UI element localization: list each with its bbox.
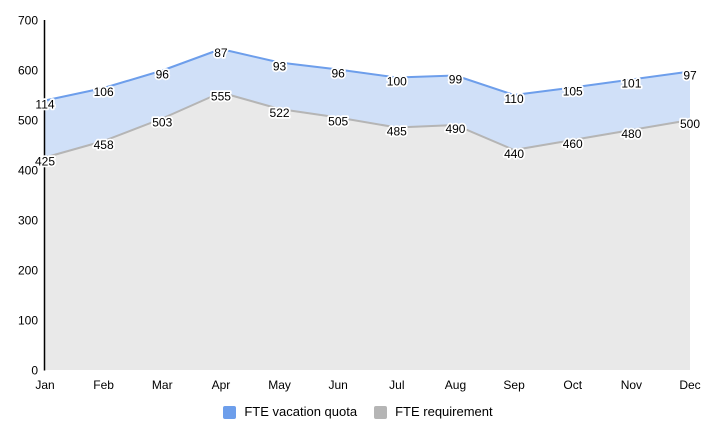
data-label-vacation-quota: 97 [683,69,697,83]
data-label-vacation-quota: 106 [94,85,114,99]
x-tick-label: Nov [621,378,642,392]
x-tick-label: Mar [152,378,173,392]
data-label-requirement: 505 [328,115,348,129]
y-tick-label: 400 [18,164,38,178]
x-tick-label: Sep [503,378,525,392]
area-fill-vacation-quota [45,49,690,158]
data-label-requirement: 425 [35,155,55,169]
x-tick-label: Aug [445,378,466,392]
legend-swatch-vacation-quota-icon [223,405,237,419]
y-tick-label: 600 [18,64,38,78]
x-tick-label: Jun [329,378,348,392]
data-label-vacation-quota: 99 [449,73,463,87]
data-label-requirement: 503 [152,116,172,130]
data-label-vacation-quota: 96 [156,68,170,82]
x-tick-label: Jul [389,378,404,392]
x-tick-label: Oct [563,378,582,392]
data-label-vacation-quota: 96 [332,67,346,81]
data-label-vacation-quota: 105 [563,85,583,99]
data-label-vacation-quota: 87 [214,46,228,60]
y-tick-label: 700 [18,14,38,28]
data-label-requirement: 555 [211,90,231,104]
series-line-vacation-quota [44,48,691,102]
data-label-requirement: 490 [445,122,465,136]
data-label-vacation-quota: 100 [387,75,407,89]
data-label-requirement: 460 [563,137,583,151]
data-label-requirement: 485 [387,125,407,139]
y-tick-label: 300 [18,214,38,228]
legend-label-requirement: FTE requirement [395,404,493,419]
data-label-vacation-quota: 114 [35,98,54,112]
data-label-requirement: 500 [680,117,700,131]
legend-label-vacation-quota: FTE vacation quota [244,404,358,419]
data-label-requirement: 440 [504,147,524,161]
legend-swatch-requirement-icon [374,405,388,419]
legend-item-fte-vacation-quota[interactable]: FTE vacation quota [223,402,357,422]
data-label-vacation-quota: 101 [621,77,641,91]
x-tick-label: Feb [93,378,114,392]
x-tick-label: May [268,378,291,392]
data-label-vacation-quota: 110 [505,92,524,106]
series-line-requirement [44,91,691,159]
data-label-requirement: 480 [621,127,641,141]
area-fill-requirement [45,92,690,370]
chart-legend: FTE vacation quota FTE requirement [0,402,716,422]
y-tick-label: 200 [18,264,38,278]
legend-item-fte-requirement[interactable]: FTE requirement [374,402,493,422]
x-tick-label: Jan [35,378,54,392]
y-tick-label: 0 [31,364,38,378]
y-tick-label: 100 [18,314,38,328]
x-tick-label: Dec [679,378,700,392]
y-tick-label: 500 [18,114,38,128]
data-label-vacation-quota: 93 [273,60,287,74]
x-tick-label: Apr [212,378,231,392]
data-label-requirement: 522 [270,106,290,120]
data-label-requirement: 458 [94,138,114,152]
